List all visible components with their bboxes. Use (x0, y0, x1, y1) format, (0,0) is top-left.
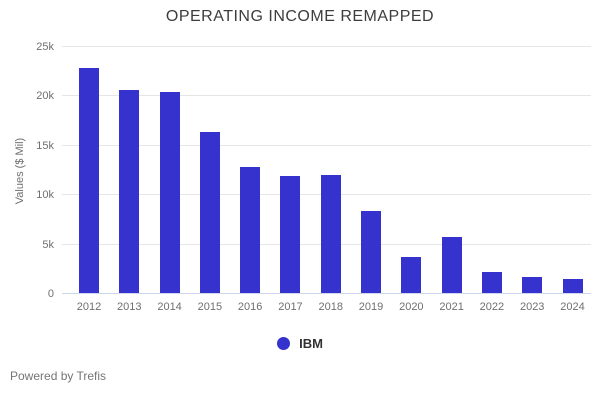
gridline (62, 46, 591, 47)
legend-dot-icon (277, 336, 291, 350)
bar-2012[interactable] (79, 67, 99, 294)
legend-label: IBM (299, 335, 323, 351)
y-tick-label: 5k (42, 238, 54, 251)
x-axis-label: 2020 (399, 301, 424, 313)
chart-title: OPERATING INCOME REMAPPED (165, 8, 435, 25)
y-tick-label: 25k (36, 41, 54, 53)
bar-2021[interactable] (441, 237, 462, 294)
bar-2014[interactable] (159, 91, 180, 294)
x-axis-label: 2021 (439, 301, 464, 313)
x-axis-label: 2016 (237, 301, 263, 313)
bar-2018[interactable] (320, 175, 341, 294)
x-axis-label: 2013 (117, 301, 142, 313)
plot-area (62, 46, 591, 294)
x-axis-baseline (62, 293, 591, 294)
gridline (62, 144, 591, 146)
x-axis-label: 2023 (519, 301, 545, 313)
gridline (62, 95, 591, 97)
powered-by-trefis: Powered by Trefis (10, 369, 107, 383)
y-tick-label: 10k (36, 189, 54, 202)
x-axis-label: 2022 (479, 301, 505, 313)
x-axis-label: 2014 (157, 301, 182, 313)
x-axis-label: 2015 (197, 301, 223, 313)
x-axis-label: 2018 (318, 301, 343, 313)
x-axis-label: 2012 (76, 301, 102, 313)
y-tick-label: 15k (36, 139, 54, 152)
bar-2023[interactable] (522, 276, 543, 294)
bar-2017[interactable] (280, 176, 301, 294)
bar-2016[interactable] (240, 166, 261, 294)
x-axis-tick-labels: 2012 2013 2014 2015 2016 2017 2018 2019 2020 2021… (62, 301, 591, 317)
bar-2019[interactable] (361, 210, 382, 294)
x-axis-label: 2017 (278, 301, 303, 313)
bar-2020[interactable] (401, 257, 422, 294)
bar-2015[interactable] (199, 132, 220, 294)
bar-2024[interactable] (562, 278, 583, 294)
x-axis-label: 2024 (560, 301, 585, 313)
bar-2013[interactable] (119, 90, 140, 294)
y-axis-tick-labels: 0 5k 10k 15k 20k 25k (0, 41, 54, 300)
legend-item-ibm[interactable]: IBM (0, 334, 600, 352)
x-axis-label: 2019 (358, 301, 384, 313)
y-tick-label: 0 (47, 288, 54, 300)
bar-2022[interactable] (481, 271, 502, 294)
y-tick-label: 20k (36, 90, 54, 103)
